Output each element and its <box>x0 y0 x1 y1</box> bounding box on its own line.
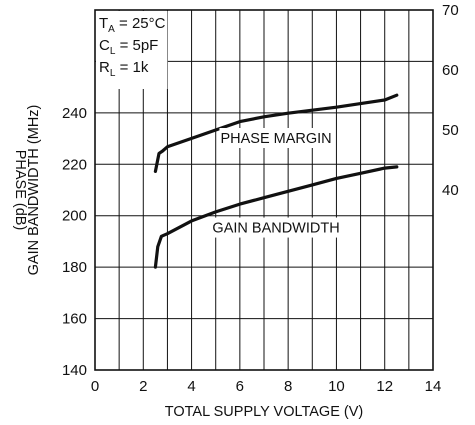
phase-margin-label-bg <box>219 128 333 148</box>
x-axis-label: TOTAL SUPPLY VOLTAGE (V) <box>165 404 364 420</box>
condition-line: TA = 25°C <box>99 15 166 35</box>
y-tick-label-left: 240 <box>62 105 87 122</box>
y-tick-label-left: 140 <box>62 362 87 379</box>
y-tick-label-right: 50 <box>442 122 459 139</box>
x-tick-label: 0 <box>91 378 99 395</box>
condition-line: CL = 5pF <box>99 37 158 57</box>
y-tick-label-right: 60 <box>442 62 459 79</box>
y-tick-label-left: 160 <box>62 311 87 328</box>
condition-line: RL = 1k <box>99 59 149 79</box>
y-axis-label-phase: PHASE (dB) <box>12 150 28 231</box>
x-tick-label: 12 <box>376 378 393 395</box>
x-tick-label: 14 <box>425 378 442 395</box>
tick-labels: 0 2 4 6 8 10 12 14 140 160 180 200 220 240 40 50 60 70 <box>62 2 459 395</box>
x-tick-label: 8 <box>284 378 292 395</box>
x-tick-label: 4 <box>187 378 195 395</box>
y-tick-label-left: 200 <box>62 208 87 225</box>
gain-bandwidth-label: GAIN BANDWIDTH <box>212 221 339 237</box>
series-group <box>153 93 399 269</box>
y-tick-label-left: 180 <box>62 259 87 276</box>
x-tick-label: 2 <box>139 378 147 395</box>
x-tick-label: 6 <box>236 378 244 395</box>
series-line-gain-bandwidth <box>153 165 399 269</box>
gain-bandwidth-label-bg <box>210 217 342 238</box>
y-tick-label-right: 70 <box>442 2 459 19</box>
phase-margin-label: PHASE MARGIN <box>220 131 331 147</box>
conditions-box-bg <box>96 11 168 89</box>
plot-frame <box>94 9 434 371</box>
series-line-phase-margin <box>153 93 399 173</box>
y-tick-label-right: 40 <box>442 182 459 199</box>
y-tick-label-left: 220 <box>62 156 87 173</box>
grid <box>95 10 433 370</box>
x-tick-label: 10 <box>328 378 345 395</box>
y-axis-label-gain-bandwidth: GAIN BANDWIDTH (MHz) <box>26 105 42 276</box>
